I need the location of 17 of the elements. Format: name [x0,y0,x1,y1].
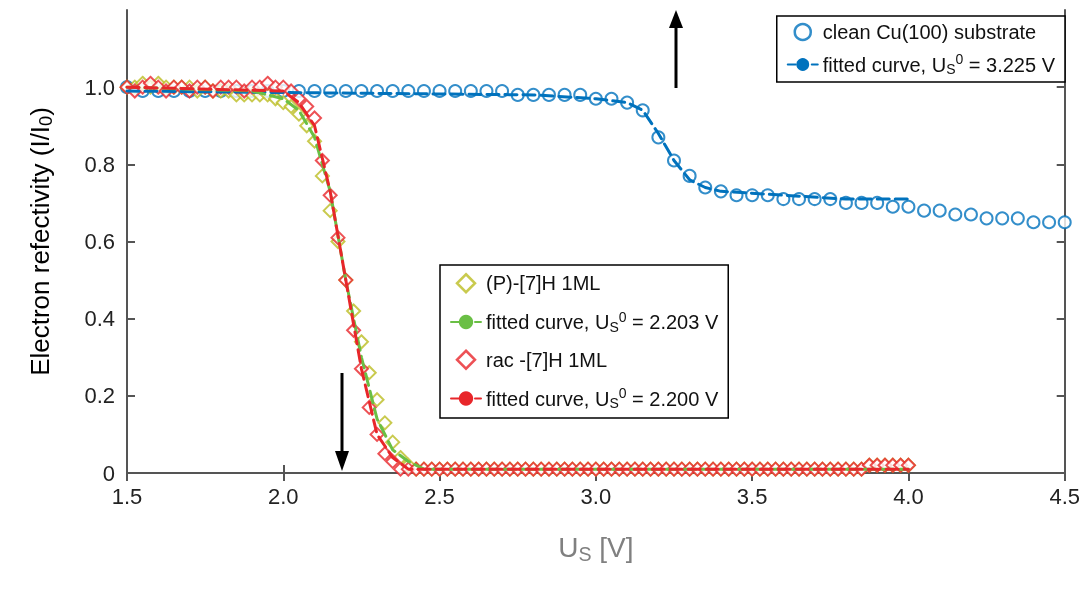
legend-label: clean Cu(100) substrate [822,21,1037,43]
legend-label: (P)-[7]H 1ML [486,272,601,295]
x-tick-label: 2.5 [424,483,455,509]
x-tick-label: 3.5 [736,483,768,509]
y-tick-label: 0.2 [84,383,115,409]
legend-label: rac -[7]H 1ML [486,348,608,371]
x-tick-label: 3.0 [580,483,612,509]
y-tick-label: 0.8 [84,151,115,177]
y-tick-label: 0.6 [84,229,115,254]
y-tick-label: 0.4 [84,306,115,332]
x-tick-label: 4.0 [893,483,924,509]
x-tick-label: 1.5 [111,483,143,509]
x-tick-label: 4.5 [1049,483,1081,509]
x-tick-label: 2.0 [267,483,299,509]
y-tick-label: 1.0 [84,74,115,100]
y-axis-title: Electron refectivity (I/I0) [25,107,56,376]
y-tick-label: 0 [102,460,115,486]
